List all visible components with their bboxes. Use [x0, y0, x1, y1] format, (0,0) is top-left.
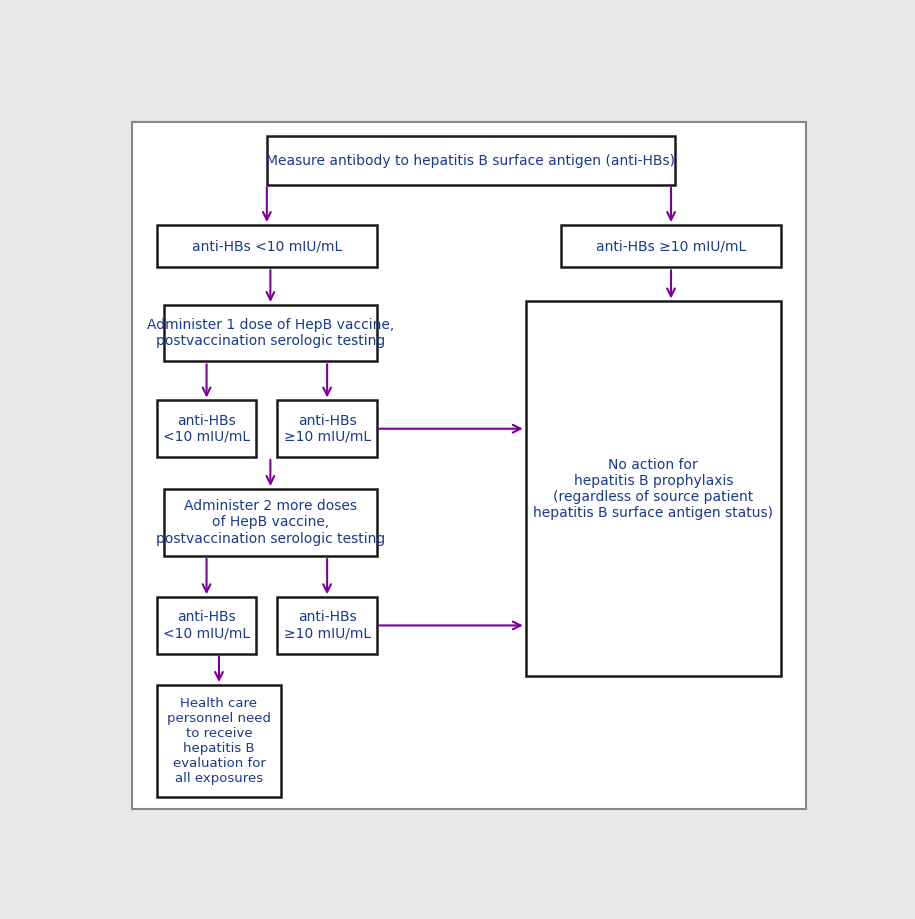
Bar	[157, 597, 256, 653]
Bar	[561, 225, 780, 267]
Bar	[157, 225, 377, 267]
Text: anti-HBs
<10 mIU/mL: anti-HBs <10 mIU/mL	[163, 610, 250, 641]
Text: anti-HBs ≥10 mIU/mL: anti-HBs ≥10 mIU/mL	[596, 239, 746, 253]
Bar	[164, 305, 377, 361]
Bar	[157, 685, 281, 797]
Text: anti-HBs
≥10 mIU/mL: anti-HBs ≥10 mIU/mL	[284, 414, 371, 444]
Text: Administer 1 dose of HepB vaccine,
postvaccination serologic testing: Administer 1 dose of HepB vaccine, postv…	[146, 318, 394, 348]
Text: anti-HBs
≥10 mIU/mL: anti-HBs ≥10 mIU/mL	[284, 610, 371, 641]
Bar	[164, 489, 377, 556]
Bar	[157, 401, 256, 457]
Text: anti-HBs <10 mIU/mL: anti-HBs <10 mIU/mL	[192, 239, 342, 253]
Text: Administer 2 more doses
of HepB vaccine,
postvaccination serologic testing: Administer 2 more doses of HepB vaccine,…	[156, 499, 385, 546]
Text: Health care
personnel need
to receive
hepatitis B
evaluation for
all exposures: Health care personnel need to receive he…	[167, 697, 271, 785]
Bar	[267, 136, 674, 185]
Text: No action for
hepatitis B prophylaxis
(regardless of source patient
hepatitis B : No action for hepatitis B prophylaxis (r…	[533, 458, 773, 520]
Text: anti-HBs
<10 mIU/mL: anti-HBs <10 mIU/mL	[163, 414, 250, 444]
Text: Measure antibody to hepatitis B surface antigen (anti-HBs): Measure antibody to hepatitis B surface …	[266, 153, 675, 167]
Bar	[525, 301, 781, 676]
Bar	[277, 401, 377, 457]
Bar	[277, 597, 377, 653]
